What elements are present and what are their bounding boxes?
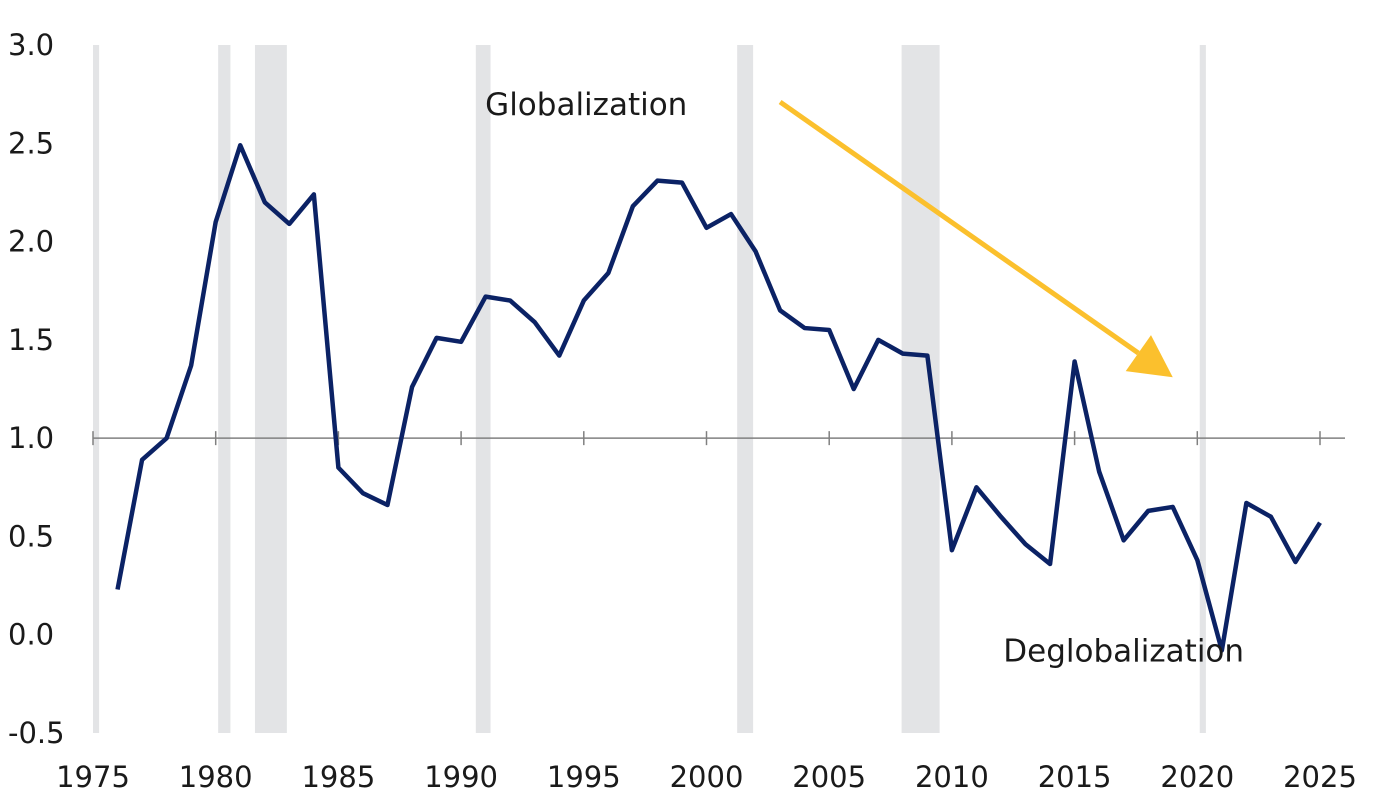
y-tick-label: 2.0 (8, 225, 54, 259)
y-tick-label: 0.0 (8, 618, 54, 652)
x-tick-label: 2020 (1160, 760, 1234, 794)
x-tick-label: 2025 (1283, 760, 1357, 794)
x-tick-label: 2010 (915, 760, 989, 794)
recession-band (218, 45, 230, 733)
x-tick-label: 1980 (179, 760, 253, 794)
x-tick-label: 1990 (424, 760, 498, 794)
recession-band (1200, 45, 1206, 733)
y-tick-label: 0.5 (8, 519, 54, 553)
y-axis-labels: 3.0 2.5 2.0 1.5 1.0 0.5 0.0 -0.5 (8, 28, 65, 750)
y-tick-label: 1.5 (8, 323, 54, 357)
x-tick-label: 1995 (547, 760, 621, 794)
annotation-globalization: Globalization (485, 87, 687, 123)
arrow-shaft (780, 102, 1138, 353)
annotation-deglobalization: Deglobalization (1003, 633, 1244, 669)
recession-band (476, 45, 491, 733)
x-tick-label: 2005 (792, 760, 866, 794)
recession-band (255, 45, 287, 733)
trend-arrow (780, 102, 1173, 377)
recession-band (902, 45, 940, 733)
series-line (118, 145, 1320, 650)
recession-bands (93, 45, 1206, 733)
recession-band (93, 45, 99, 733)
x-tick-label: 1975 (56, 760, 130, 794)
x-tick-label: 2000 (670, 760, 744, 794)
recession-band (737, 45, 753, 733)
x-axis-labels: 1975 1980 1985 1990 1995 2000 2005 2010 2015 2020… (56, 760, 1357, 794)
x-tick-label: 1985 (301, 760, 375, 794)
y-tick-label: 2.5 (8, 126, 54, 160)
y-tick-label: -0.5 (8, 716, 65, 750)
arrow-head (1126, 335, 1173, 377)
y-tick-label: 3.0 (8, 28, 54, 62)
y-tick-label: 1.0 (8, 421, 54, 455)
x-tick-label: 2015 (1038, 760, 1112, 794)
